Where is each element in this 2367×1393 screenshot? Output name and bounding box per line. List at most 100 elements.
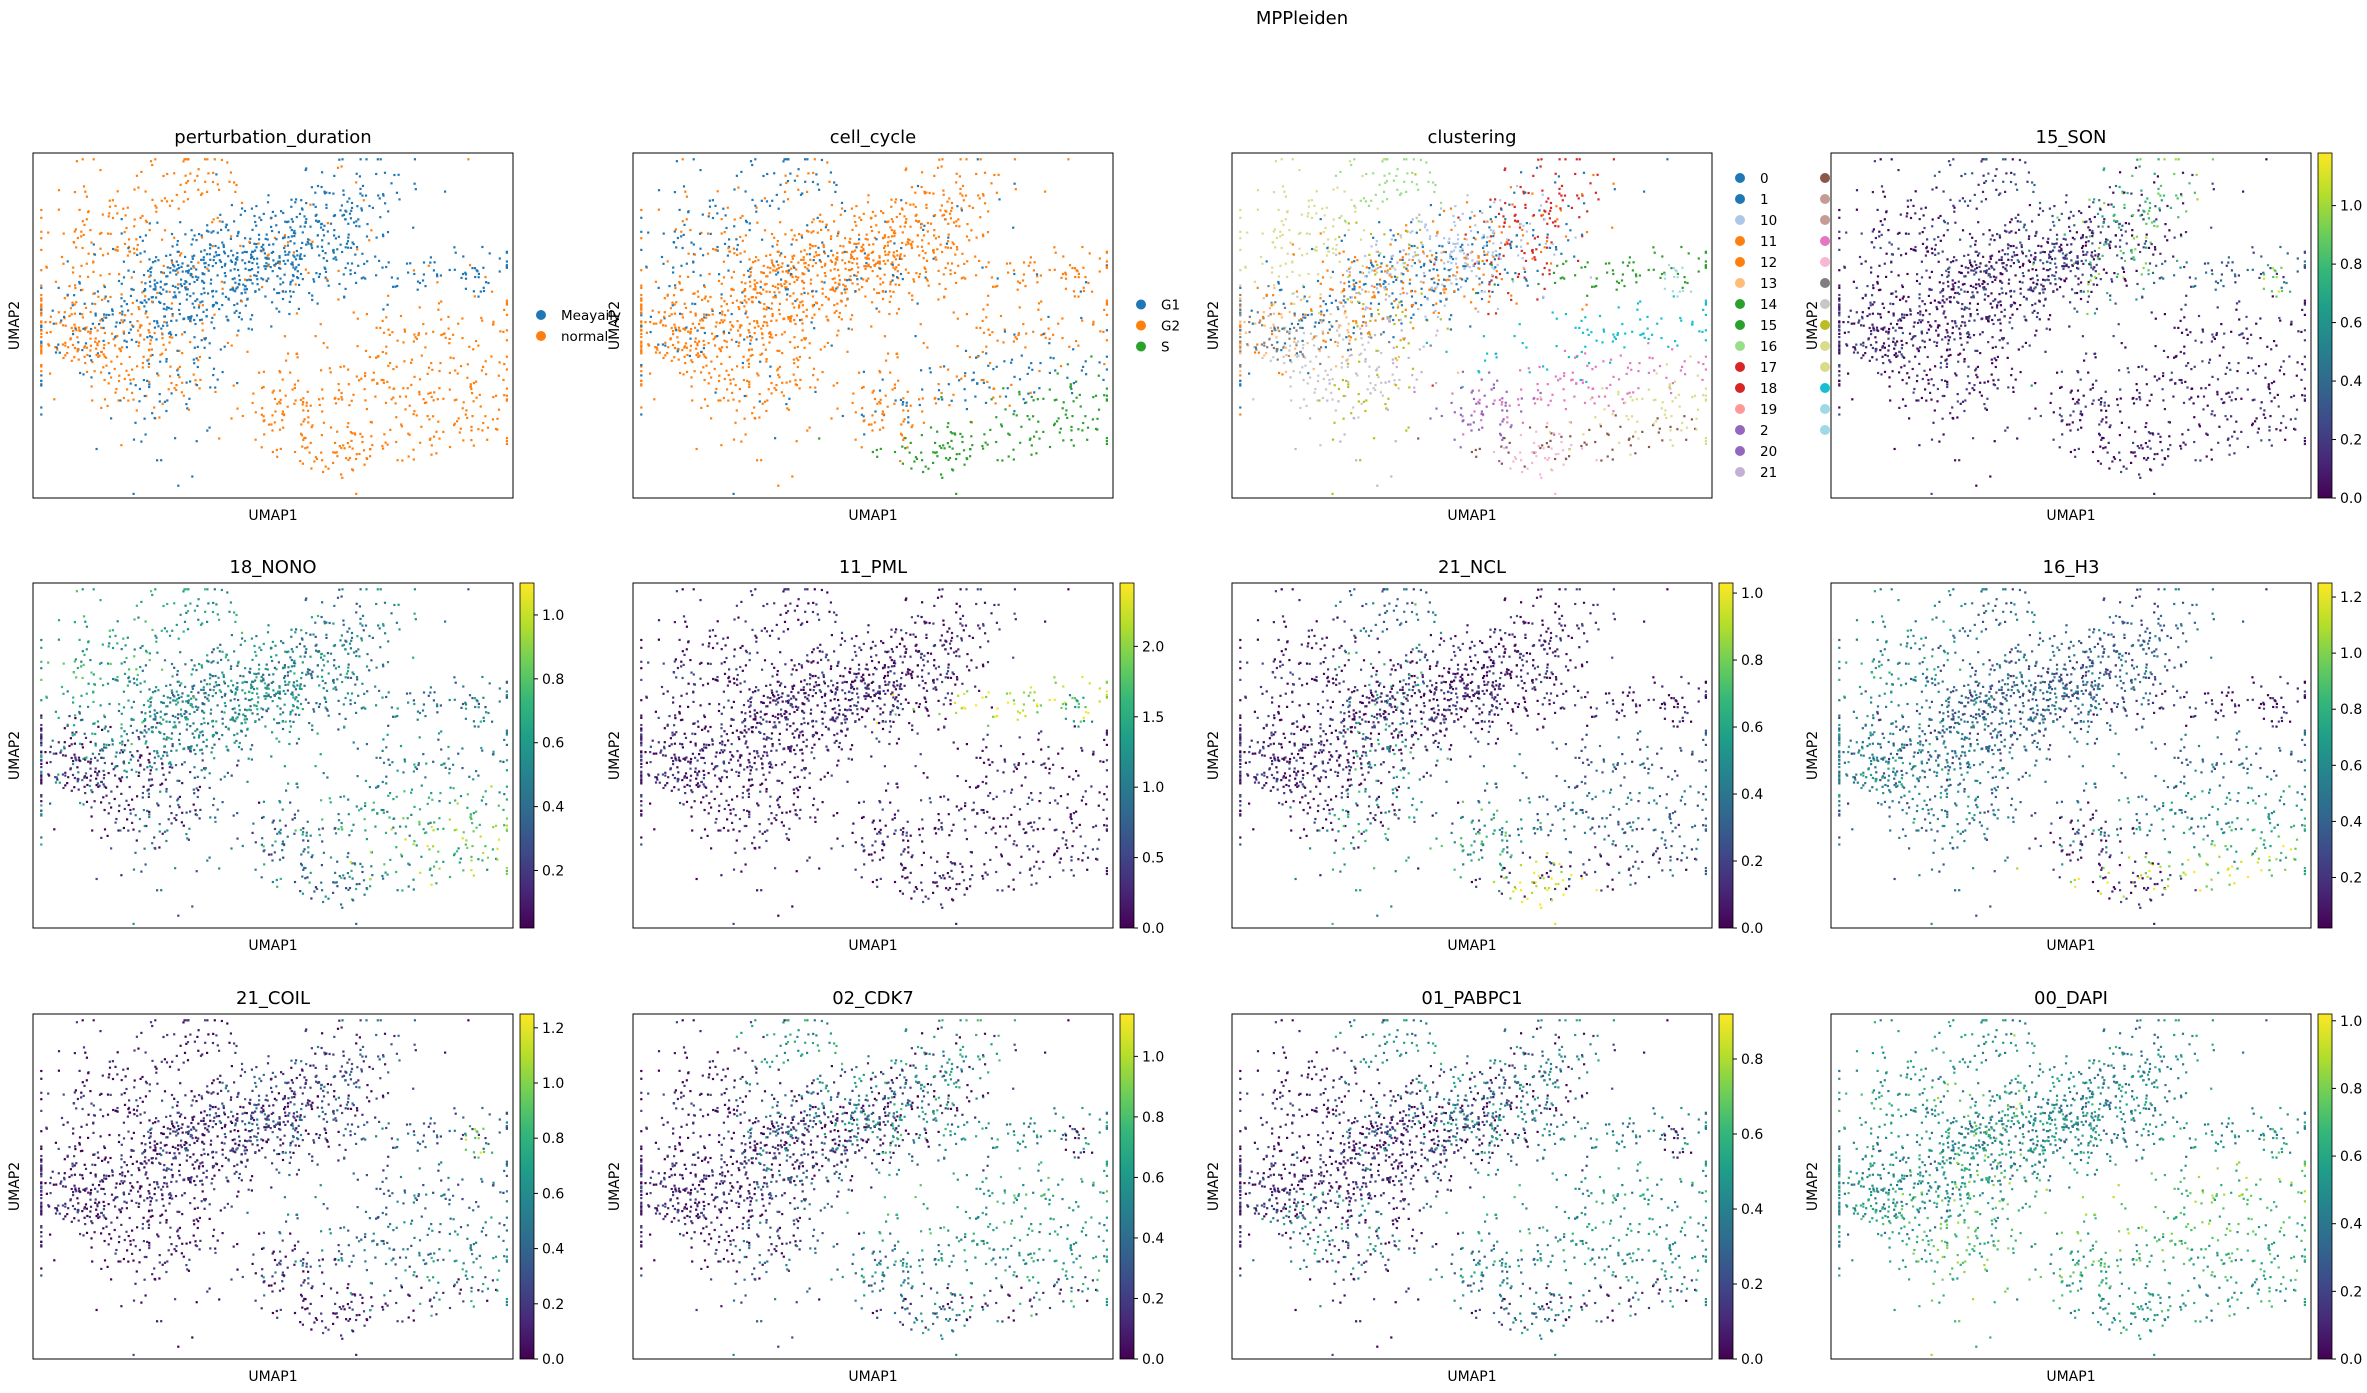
scatter-point [925, 271, 927, 273]
scatter-point [150, 160, 152, 162]
scatter-point [353, 243, 355, 245]
scatter-point [506, 398, 508, 400]
scatter-point [1081, 369, 1083, 371]
scatter-point [1060, 277, 1062, 279]
scatter-point [126, 346, 128, 348]
scatter-point [1339, 171, 1341, 173]
scatter-point [1454, 243, 1456, 245]
scatter-point [183, 158, 185, 160]
scatter-point [885, 395, 887, 397]
scatter-point [90, 331, 92, 333]
scatter-point [897, 356, 899, 358]
scatter-point [1661, 407, 1663, 409]
scatter-point [1258, 322, 1260, 324]
scatter-point [911, 424, 913, 426]
scatter-point [1348, 229, 1350, 231]
scatter-point [327, 468, 329, 470]
scatter-point [1239, 294, 1241, 296]
scatter-point [1083, 290, 1085, 292]
scatter-point [1683, 415, 1685, 417]
scatter-point [863, 419, 865, 421]
scatter-point [246, 251, 248, 253]
scatter-point [1069, 264, 1071, 266]
scatter-point [1472, 288, 1474, 290]
scatter-point [153, 288, 155, 290]
scatter-point [690, 376, 692, 378]
scatter-point [1644, 337, 1646, 339]
scatter-point [1393, 180, 1395, 182]
scatter-point [1586, 231, 1588, 233]
scatter-point [300, 199, 302, 201]
scatter-point [934, 256, 936, 258]
scatter-point [236, 303, 238, 305]
scatter-point [773, 265, 775, 267]
scatter-point [1555, 246, 1557, 248]
scatter-point [317, 234, 319, 236]
scatter-point [197, 359, 199, 361]
scatter-point [890, 199, 892, 201]
scatter-point [685, 326, 687, 328]
scatter-point [1408, 259, 1410, 261]
scatter-point [359, 193, 361, 195]
scatter-point [307, 410, 309, 412]
scatter-point [750, 355, 752, 357]
scatter-point [136, 365, 138, 367]
scatter-point [933, 252, 935, 254]
scatter-point [87, 211, 89, 213]
scatter-point [300, 399, 302, 401]
scatter-point [119, 322, 121, 324]
scatter-point [282, 411, 284, 413]
scatter-point [223, 246, 225, 248]
scatter-point [886, 221, 888, 223]
scatter-point [730, 288, 732, 290]
scatter-point [139, 236, 141, 238]
scatter-point [777, 283, 779, 285]
scatter-point [882, 291, 884, 293]
scatter-point [282, 427, 284, 429]
scatter-point [255, 225, 257, 227]
scatter-point [1406, 172, 1408, 174]
scatter-point [407, 387, 409, 389]
scatter-point [950, 273, 952, 275]
scatter-point [686, 263, 688, 265]
scatter-point [178, 267, 180, 269]
scatter-point [421, 355, 423, 357]
scatter-point [884, 274, 886, 276]
scatter-point [357, 265, 359, 267]
scatter-point [460, 365, 462, 367]
scatter-point [358, 453, 360, 455]
scatter-point [936, 248, 938, 250]
scatter-point [198, 168, 200, 170]
scatter-point [1425, 161, 1427, 163]
scatter-point [102, 254, 104, 256]
scatter-point [932, 193, 934, 195]
scatter-point [853, 258, 855, 260]
scatter-point [787, 198, 789, 200]
scatter-point [1460, 246, 1462, 248]
scatter-point [1380, 382, 1382, 384]
scatter-point [640, 406, 642, 408]
scatter-point [1056, 420, 1058, 422]
scatter-point [158, 301, 160, 303]
scatter-point [208, 270, 210, 272]
scatter-point [40, 342, 42, 344]
scatter-points [1239, 158, 1707, 495]
scatter-point [283, 260, 285, 262]
scatter-point [1385, 293, 1387, 295]
scatter-point [726, 388, 728, 390]
scatter-point [1574, 173, 1576, 175]
scatter-point [716, 212, 718, 214]
scatter-point [703, 340, 705, 342]
scatter-point [40, 304, 42, 306]
scatter-point [769, 366, 771, 368]
scatter-point [948, 383, 950, 385]
scatter-point [938, 389, 940, 391]
scatter-point [694, 254, 696, 256]
scatter-point [296, 276, 298, 278]
scatter-point [275, 263, 277, 265]
scatter-point [686, 218, 688, 220]
scatter-point [1496, 270, 1498, 272]
scatter-point [165, 255, 167, 257]
scatter-point [1239, 287, 1241, 289]
scatter-point [775, 334, 777, 336]
